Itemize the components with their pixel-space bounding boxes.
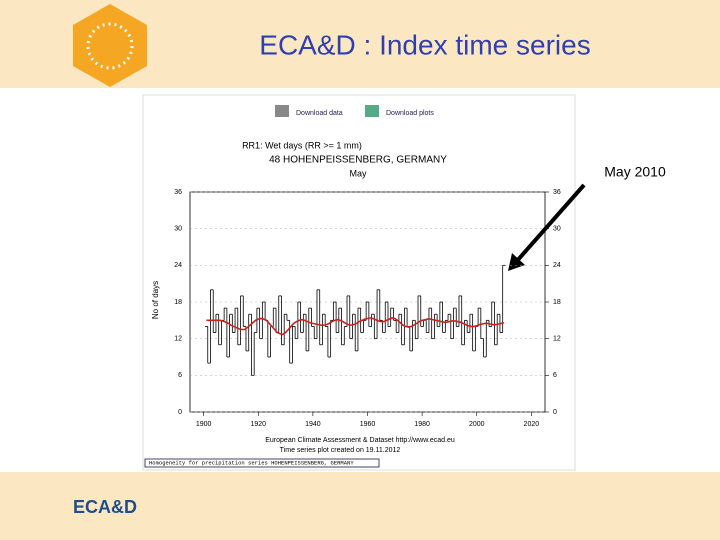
chart-title: RR1: Wet days (RR >= 1 mm) [242,140,362,150]
chart-title: May [349,168,367,178]
annotation: May 2010 [604,164,666,180]
y2-tick-label: 12 [553,336,561,343]
chart-footer: Time series plot created on 19.11.2012 [280,447,401,454]
y-tick-label: 18 [174,299,182,306]
y2-tick-label: 36 [553,189,561,196]
y-tick-label: 12 [174,336,182,343]
chart-footer: European Climate Assessment & Dataset ht… [265,437,455,444]
icon [365,105,379,117]
chart-title: 48 HOHENPEISSENBERG, GERMANY [269,155,447,166]
download-plots[interactable]: Download plots [386,110,434,117]
y2-tick-label: 0 [553,409,557,416]
logo-dots [86,22,134,70]
icon [275,105,289,117]
y-tick-label: 6 [178,372,182,379]
y-tick-label: 30 [174,226,182,233]
arrow-head [508,253,525,271]
bottom-bar [144,458,380,468]
logo-hexagon [73,4,147,87]
x-tick-label: 2000 [469,421,485,428]
y-tick-label: 0 [178,409,182,416]
x-tick-label: 1960 [360,421,376,428]
trend-line [206,317,505,336]
y-tick-label: 24 [174,262,182,269]
x-tick-label: 1980 [414,421,430,428]
x-tick-label: 1920 [250,421,266,428]
x-tick-label: 1900 [196,421,212,428]
y-axis-label: No of days [151,281,160,319]
y2-tick-label: 6 [553,372,557,379]
download-data[interactable]: Download data [296,110,343,117]
y2-tick-label: 30 [553,226,561,233]
arrow [514,183,586,264]
y2-tick-label: 18 [553,299,561,306]
chart-image [142,94,576,471]
y-tick-label: 36 [174,189,182,196]
bottom-bar-text: Homogeneity for precipitation series HOH… [149,459,354,466]
x-tick-label: 2020 [524,421,540,428]
footer-logo: ECA&D [73,497,137,517]
slide-title: ECA&D : Index time series [259,29,590,60]
x-tick-label: 1940 [305,421,321,428]
footer-band [0,472,720,540]
y2-tick-label: 24 [553,262,561,269]
